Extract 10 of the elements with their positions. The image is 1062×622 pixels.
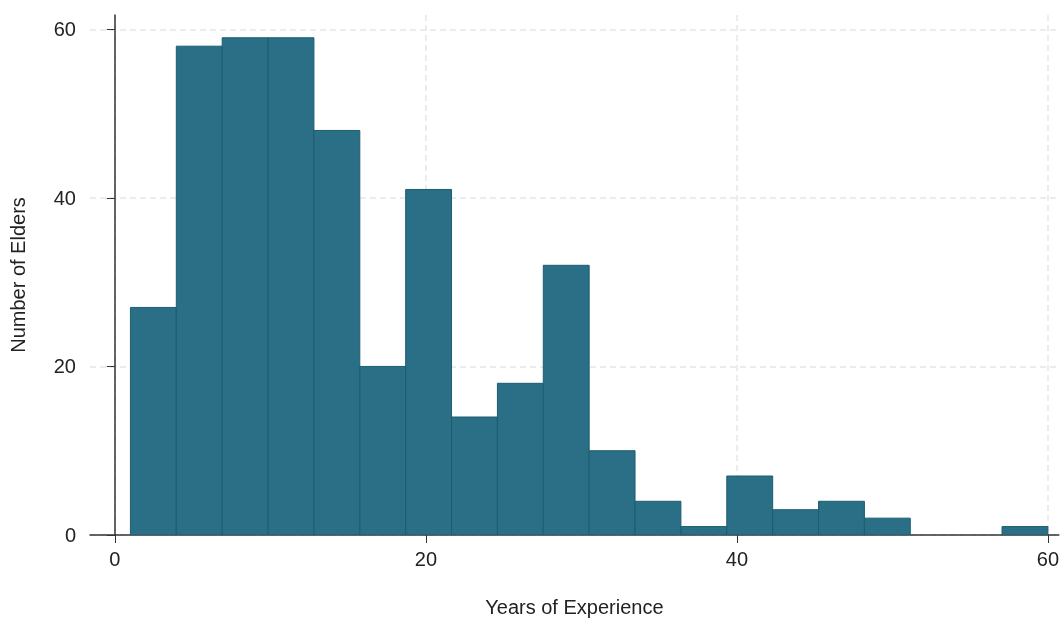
y-tick-label: 60 — [53, 18, 76, 41]
x-tick-label: 20 — [414, 548, 438, 570]
x-tick-label: 0 — [109, 548, 121, 570]
x-axis-title: Years of Experience — [485, 596, 664, 618]
y-tick-label: 20 — [53, 355, 76, 378]
y-tick-label: 40 — [53, 186, 76, 209]
y-tick-label: 0 — [64, 524, 76, 546]
x-tick-label: 60 — [1036, 548, 1060, 570]
x-tick-label: 40 — [725, 548, 749, 570]
y-axis-title: Number of Elders — [7, 197, 29, 353]
